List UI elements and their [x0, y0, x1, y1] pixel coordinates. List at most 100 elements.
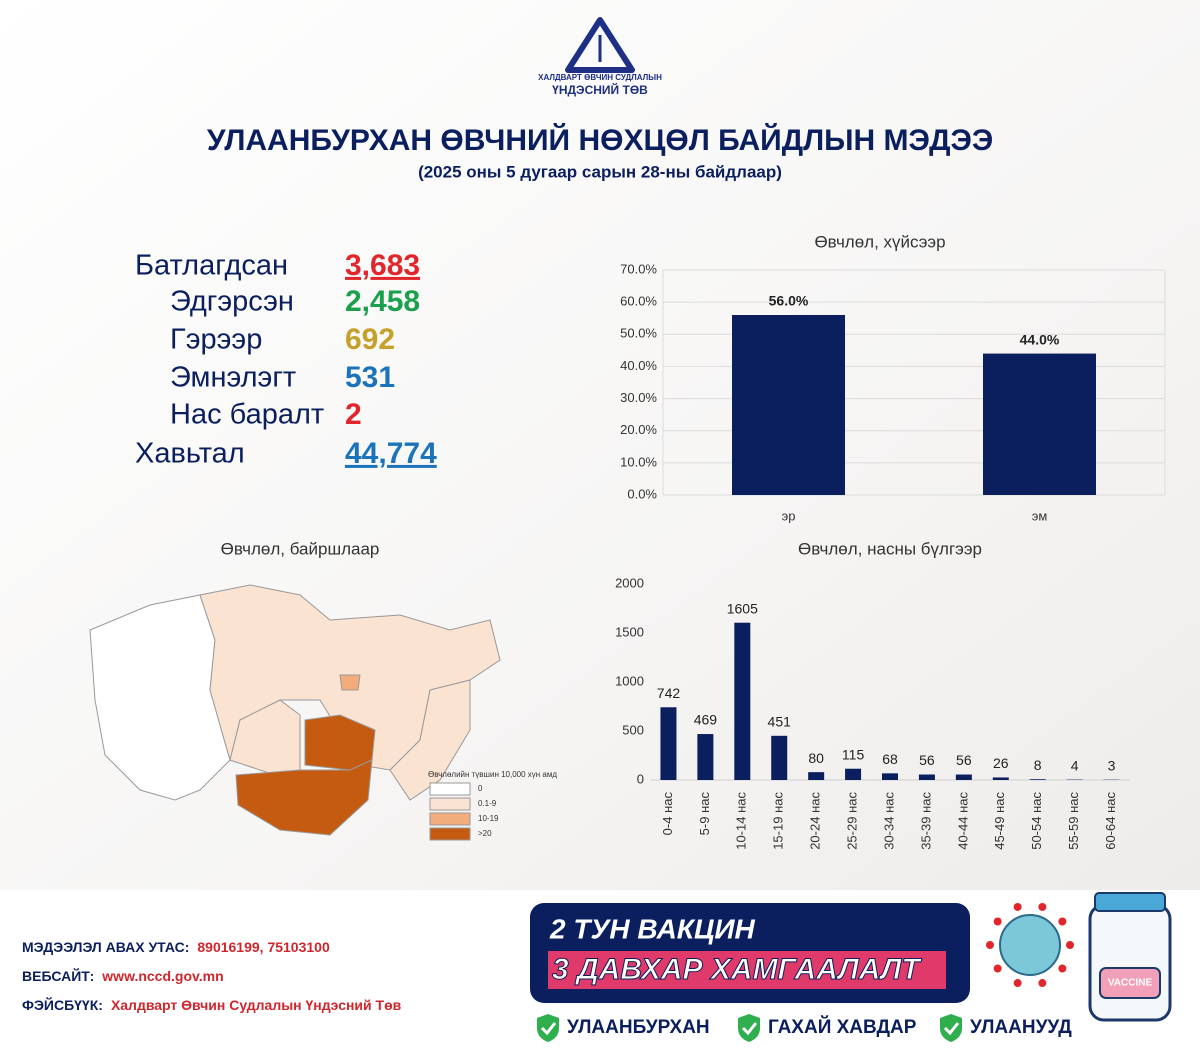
title: УЛААНБУРХАН ӨВЧНИЙ НӨХЦӨЛ БАЙДЛЫН МЭДЭЭ: [207, 123, 993, 157]
bar: [992, 777, 1009, 780]
legend-swatch: [429, 797, 471, 811]
value-label: 742: [657, 685, 681, 701]
x-tick-label: 50-54 нас: [1029, 792, 1044, 850]
stat-value: 3,683: [345, 249, 420, 282]
banner-line1: 2 ТУН ВАКЦИН: [549, 913, 756, 944]
contact-label: МЭДЭЭЛЭЛ АВАХ УТАС:: [22, 939, 189, 955]
x-tick-label: 25-29 нас: [845, 792, 860, 850]
check-label: УЛААНБУРХАН: [567, 1017, 710, 1038]
check-icon: [537, 1014, 559, 1042]
contact: ФЭЙСБҮҮК: Халдварт Өвчин Судлалын Үндэсни…: [22, 996, 402, 1013]
virus-spike: [1058, 917, 1067, 926]
stat-value: 2: [345, 398, 362, 431]
stat-label: Гэрээр: [170, 324, 262, 356]
logo: [565, 17, 635, 73]
value-label: 56: [919, 752, 935, 768]
stat-value: 44,774: [345, 437, 437, 470]
check-mark: [540, 1022, 557, 1036]
x-tick-label: 0-4 нас: [660, 792, 675, 836]
stat-label: Нас баралт: [170, 399, 324, 431]
chart-title: Өвчлөл, насны бүлгээр: [798, 539, 982, 558]
x-tick-label: 15-19 нас: [771, 792, 786, 850]
y-tick-label: 2000: [615, 575, 644, 590]
value-label: 44.0%: [1020, 331, 1060, 347]
bottle-cap: [1094, 892, 1166, 912]
y-tick-label: 30.0%: [620, 390, 657, 405]
check-mark: [741, 1022, 758, 1036]
contact-value: www.nccd.gov.mn: [101, 968, 223, 984]
value-label: 26: [993, 755, 1009, 771]
bar: [955, 774, 972, 780]
chart-title: Өвчлөл, хүйсээр: [814, 232, 945, 251]
stat-label: Эмнэлэгт: [170, 362, 296, 394]
y-tick-label: 1000: [615, 673, 644, 688]
virus-spike: [993, 917, 1002, 926]
contact: МЭДЭЭЛЭЛ АВАХ УТАС: 89016199, 75103100: [22, 939, 330, 955]
bar: [660, 707, 677, 780]
bar: [845, 768, 862, 780]
check-icon: [940, 1014, 962, 1042]
contact: ВЕБСАЙТ: www.nccd.gov.mn: [22, 967, 224, 984]
bar: [918, 774, 935, 780]
bar: [1029, 779, 1046, 780]
stat-label: Батлагдсан: [135, 250, 288, 282]
value-label: 4: [1071, 757, 1079, 773]
virus-spike: [986, 941, 994, 949]
value-label: 1605: [727, 600, 758, 616]
contact-label: ФЭЙСБҮҮК:: [22, 996, 103, 1013]
banner-stripe: [548, 951, 946, 989]
legend-label: 10-19: [478, 814, 499, 823]
virus-spike: [1038, 902, 1047, 911]
bottle-label: VACCINE: [1108, 978, 1153, 989]
legend-label: >20: [478, 829, 492, 838]
y-tick-label: 0.0%: [627, 486, 657, 501]
value-label: 3: [1108, 757, 1116, 773]
legend-swatch: [429, 827, 471, 841]
check-label: УЛААНУУД: [970, 1017, 1072, 1038]
value-label: 451: [768, 714, 792, 730]
bar: [808, 772, 825, 780]
bottle-label-bg: [1099, 967, 1161, 999]
stat-label: Хавьтал: [135, 438, 245, 470]
y-tick-label: 500: [622, 722, 644, 737]
x-tick-label: 5-9 нас: [697, 792, 712, 836]
x-tick-label: 45-49 нас: [992, 792, 1007, 850]
legend-title: Өвчлөлийн түвшин 10,000 хүн амд: [428, 770, 557, 779]
banner-line2: 3 ДАВХАР ХАМГААЛАЛТ: [552, 953, 922, 986]
y-tick-label: 0: [637, 771, 644, 786]
org-name: ҮНДЭСНИЙ ТӨВ: [552, 82, 648, 97]
y-tick-label: 40.0%: [620, 358, 657, 373]
virus-spike: [1058, 964, 1067, 973]
check-label: ГАХАЙ ХАВДАР: [768, 1016, 917, 1038]
value-label: 56: [956, 752, 972, 768]
y-tick-label: 20.0%: [620, 422, 657, 437]
stat-label: Эдгэрсэн: [170, 286, 294, 318]
x-tick-label: 40-44 нас: [955, 792, 970, 850]
map: [89, 584, 501, 836]
contact-label: ВЕБСАЙТ:: [22, 967, 94, 984]
x-tick-label: 20-24 нас: [808, 792, 823, 850]
x-tick-label: 55-59 нас: [1066, 792, 1081, 850]
contact-value: 89016199, 75103100: [197, 939, 330, 955]
legend-swatch: [429, 812, 471, 826]
y-tick-label: 60.0%: [620, 294, 657, 309]
bar: [983, 353, 1096, 495]
bar: [771, 735, 788, 780]
contact-value: Халдварт Өвчин Судлалын Үндэсний Төв: [111, 997, 402, 1013]
x-tick-label: 30-34 нас: [881, 792, 896, 850]
virus-spike: [993, 964, 1002, 973]
stat-value: 531: [345, 361, 395, 394]
bottle: [1088, 903, 1172, 1022]
bar: [697, 734, 714, 780]
bar: [734, 622, 751, 780]
virus-spike: [1013, 902, 1022, 911]
legend-label: 0.1-9: [478, 799, 497, 808]
x-tick-label: 10-14 нас: [734, 792, 749, 850]
value-label: 469: [694, 712, 718, 728]
check-icon: [738, 1014, 760, 1042]
virus-spike: [1066, 941, 1074, 949]
legend-swatch: [429, 782, 471, 796]
x-tick-label: эм: [1032, 508, 1048, 523]
y-tick-label: 1500: [615, 624, 644, 639]
